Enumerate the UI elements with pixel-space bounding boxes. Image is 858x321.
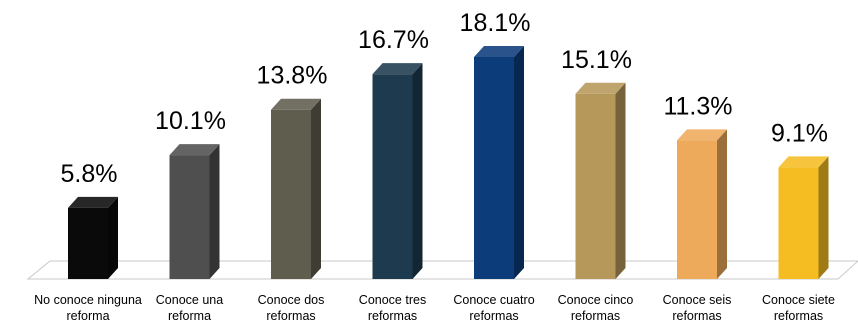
- category-label: reformas: [469, 309, 518, 321]
- bar: [372, 63, 423, 280]
- data-label: 13.8%: [257, 62, 328, 90]
- category-label: No conoce ninguna: [34, 293, 142, 307]
- chart-floor: [26, 260, 858, 280]
- data-label: 16.7%: [358, 26, 429, 54]
- bar: [778, 156, 829, 279]
- bar-front: [271, 109, 311, 280]
- bar-side: [615, 82, 626, 279]
- data-label: 15.1%: [561, 46, 632, 74]
- category-label: Conoce dos: [258, 293, 325, 307]
- category-label: reformas: [266, 309, 315, 321]
- category-label: reformas: [368, 309, 417, 321]
- category-label: reforma: [168, 309, 211, 321]
- bar-top: [169, 144, 220, 156]
- bar-top: [575, 82, 626, 94]
- bar-top: [68, 196, 118, 208]
- data-label: 5.8%: [61, 160, 118, 188]
- bar: [68, 196, 118, 279]
- bar-side: [209, 144, 220, 279]
- bar-front: [68, 207, 108, 279]
- bar-front: [575, 93, 616, 279]
- bars-group: [68, 46, 829, 280]
- category-label: Conoce cinco: [558, 293, 634, 307]
- bar-top: [474, 46, 524, 57]
- bar-front: [778, 167, 819, 279]
- bar-top: [271, 98, 321, 110]
- category-label: Conoce cuatro: [453, 293, 534, 307]
- bar: [575, 82, 626, 279]
- category-label: Conoce siete: [762, 293, 835, 307]
- category-label: Conoce tres: [359, 293, 426, 307]
- data-label: 10.1%: [155, 107, 226, 135]
- category-label: reformas: [571, 309, 620, 321]
- bar-side: [514, 46, 524, 279]
- data-label: 11.3%: [663, 92, 732, 120]
- bar-side: [717, 129, 727, 279]
- category-labels-group: No conoce ninguna reforma Conoce una reform…: [34, 293, 835, 321]
- category-label: Conoce seis: [663, 293, 732, 307]
- bar: [474, 46, 524, 279]
- bar-side: [412, 63, 423, 280]
- category-label: reformas: [774, 309, 823, 321]
- bar-top: [778, 156, 829, 168]
- bar-top: [372, 63, 423, 75]
- bar-side: [311, 98, 321, 280]
- bar-front: [372, 74, 413, 280]
- bar: [677, 129, 727, 279]
- bar-front: [169, 155, 210, 279]
- bar: [271, 98, 321, 280]
- bar: [169, 144, 220, 279]
- bar-top: [677, 129, 727, 141]
- bar-side: [818, 156, 829, 279]
- category-label: reforma: [66, 309, 109, 321]
- bar-front: [677, 140, 717, 279]
- category-label: Conoce una: [156, 293, 223, 307]
- data-label: 18.1%: [460, 9, 531, 37]
- bar-side: [108, 196, 118, 279]
- value-labels-group: 5.8% 10.1% 13.8% 16.7% 18.1% 15.1% 11.3% 9.1%: [61, 9, 828, 188]
- bar-front: [474, 57, 514, 279]
- data-label: 9.1%: [771, 119, 828, 147]
- category-label: reformas: [672, 309, 721, 321]
